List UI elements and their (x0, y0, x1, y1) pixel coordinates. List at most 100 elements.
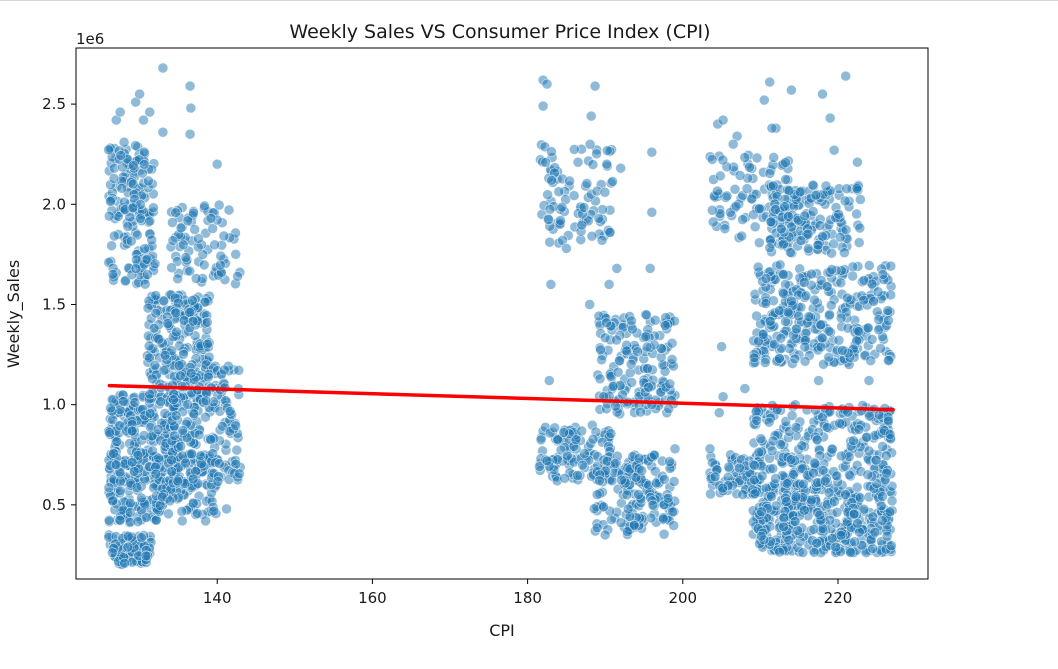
data-point (234, 468, 245, 480)
data-point (546, 175, 557, 186)
data-point (205, 213, 217, 224)
data-point (153, 333, 165, 345)
data-point (862, 469, 874, 481)
data-point (667, 506, 678, 518)
data-point (778, 269, 789, 280)
data-point (646, 207, 658, 218)
data-point (641, 309, 652, 321)
data-point (755, 433, 767, 445)
data-point (543, 375, 555, 386)
data-point (870, 454, 882, 466)
data-point (607, 176, 618, 187)
data-point (155, 396, 166, 408)
data-point (157, 62, 169, 74)
data-point (749, 460, 760, 471)
data-point (886, 540, 897, 552)
data-point (867, 543, 879, 554)
data-point (766, 491, 777, 502)
data-point (110, 459, 122, 471)
data-point (802, 228, 814, 240)
data-point (594, 373, 606, 385)
data-point (834, 232, 846, 243)
data-point (621, 489, 633, 501)
data-point (142, 302, 154, 314)
data-point (875, 342, 886, 354)
data-point (188, 207, 199, 219)
data-point (607, 381, 619, 392)
data-point (188, 497, 199, 509)
data-point (622, 503, 634, 515)
data-point (789, 353, 801, 365)
data-point (739, 383, 751, 394)
data-point (791, 323, 802, 335)
data-point (853, 326, 865, 337)
data-point (626, 315, 637, 327)
data-point (707, 216, 719, 228)
data-point (591, 522, 603, 534)
data-point (144, 106, 155, 118)
data-point (883, 415, 894, 427)
data-point (663, 403, 675, 415)
data-point (854, 222, 866, 234)
data-point (763, 416, 775, 428)
data-point (863, 260, 875, 271)
data-point (541, 455, 553, 467)
data-point (774, 305, 785, 316)
data-point (785, 247, 796, 258)
data-point (164, 495, 176, 507)
data-point (817, 230, 828, 242)
data-point (825, 299, 837, 311)
data-point (537, 100, 549, 112)
data-point (844, 469, 855, 481)
data-point (601, 158, 613, 170)
data-point (853, 237, 865, 248)
data-point (599, 529, 611, 541)
data-point (126, 456, 138, 468)
data-point (152, 424, 164, 435)
data-point (105, 402, 116, 414)
data-point (103, 514, 115, 526)
data-point (591, 148, 602, 160)
data-point (751, 152, 763, 164)
data-point (593, 213, 605, 224)
data-point (224, 405, 236, 417)
data-point (559, 472, 570, 484)
data-point (104, 427, 115, 438)
data-point (175, 222, 187, 234)
data-point (604, 227, 616, 238)
data-point (595, 344, 606, 356)
data-point (130, 140, 141, 151)
data-point (166, 466, 177, 477)
data-point (881, 530, 893, 542)
data-point (831, 506, 843, 518)
data-point (774, 259, 786, 271)
data-point (115, 150, 127, 161)
data-point (588, 503, 600, 515)
data-point (158, 365, 170, 376)
data-point (766, 445, 778, 457)
data-point (188, 408, 200, 420)
data-point (628, 520, 640, 531)
data-point (586, 230, 598, 242)
data-point (873, 409, 885, 421)
y-axis: 0.5 1.0 1.5 2.0 2.5 (42, 95, 76, 514)
data-point (167, 235, 179, 246)
data-point (803, 311, 815, 322)
data-point (187, 295, 198, 306)
data-point (829, 496, 840, 507)
data-point (824, 514, 836, 526)
data-point (855, 194, 866, 205)
data-point (119, 557, 130, 569)
data-point (786, 410, 798, 421)
data-point (107, 495, 119, 507)
data-point (615, 517, 627, 529)
data-point (658, 513, 669, 525)
data-point (139, 243, 150, 254)
data-point (788, 469, 799, 480)
data-point (767, 180, 779, 192)
data-point (753, 237, 765, 248)
data-point (212, 476, 224, 487)
data-point (823, 487, 835, 498)
data-point (813, 375, 824, 386)
data-point (749, 488, 761, 500)
